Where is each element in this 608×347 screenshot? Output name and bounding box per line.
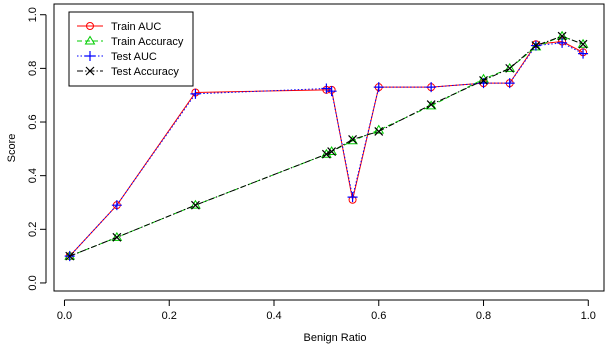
data-point-test-auc (347, 192, 358, 203)
data-point-test-accuracy (374, 126, 384, 136)
y-tick-label: 0.8 (27, 61, 39, 76)
y-tick-label: 1.0 (27, 7, 39, 22)
legend-marker-train-accuracy (84, 35, 96, 45)
data-point-test-auc (190, 88, 201, 99)
data-point-test-accuracy (348, 135, 357, 144)
data-point-test-auc (578, 48, 589, 59)
data-point-train-accuracy (504, 62, 516, 72)
data-point-test-accuracy (531, 41, 541, 50)
series-group (64, 30, 589, 262)
legend-label-test-auc: Test AUC (111, 51, 157, 63)
legend-item-train-accuracy: Train Accuracy (77, 35, 184, 48)
data-point-test-auc (426, 82, 437, 93)
legend-marker-test-accuracy (85, 66, 95, 76)
data-point-test-auc (504, 78, 515, 89)
legend-item-test-auc: Test AUC (77, 51, 157, 63)
x-axis-title: Benign Ratio (304, 332, 367, 344)
legend-marker-train-auc (86, 22, 94, 30)
x-tick-label: 1.0 (581, 310, 596, 322)
legend-label-train-auc: Train AUC (111, 21, 161, 33)
legend-item-train-auc: Train AUC (77, 21, 161, 33)
data-point-test-accuracy (578, 39, 588, 49)
plot-frame (53, 3, 605, 292)
data-point-test-auc (111, 200, 122, 211)
x-tick-label: 0.6 (371, 310, 386, 322)
y-tick-label: 0.0 (27, 275, 39, 290)
legend-marker-test-auc (85, 51, 95, 61)
legend-label-test-accuracy: Test Accuracy (111, 66, 179, 78)
data-point-train-accuracy (425, 100, 437, 110)
data-point-test-accuracy (557, 31, 567, 41)
plot-border (53, 3, 605, 292)
data-point-test-auc (557, 37, 568, 48)
data-point-test-accuracy (426, 100, 436, 110)
x-tick-label: 0.0 (57, 310, 72, 322)
legend-item-test-accuracy: Test Accuracy (77, 66, 179, 78)
data-point-train-accuracy (111, 231, 123, 241)
y-tick-label: 0.2 (27, 222, 39, 237)
data-point-test-accuracy (321, 149, 331, 159)
data-point-test-auc (373, 82, 384, 93)
axes: 0.0 0.2 0.4 0.6 0.8 1.0 0.0 0.2 0.4 0.6 0.8 1.0 (27, 7, 596, 322)
data-point-test-accuracy (327, 147, 337, 156)
data-point-train-accuracy (347, 135, 358, 145)
y-tick-label: 0.4 (27, 168, 39, 183)
data-point-test-accuracy (505, 63, 515, 73)
data-point-test-accuracy (479, 76, 488, 85)
data-point-train-accuracy (577, 38, 589, 48)
data-point-test-auc (326, 86, 337, 97)
data-point-test-accuracy (65, 251, 75, 261)
data-point-test-auc (321, 83, 332, 94)
data-point-test-accuracy (191, 200, 200, 210)
legend-box (68, 11, 194, 87)
legend-label-train-accuracy: Train Accuracy (111, 36, 184, 48)
y-tick-label: 0.6 (27, 114, 39, 129)
x-tick-label: 0.8 (476, 310, 491, 322)
data-point-test-accuracy (112, 232, 122, 242)
legend: Train AUC Train Accuracy Test AUC Test Accu… (68, 11, 194, 87)
x-tick-label: 0.4 (266, 310, 281, 322)
y-axis-title: Score (6, 134, 18, 163)
x-tick-label: 0.2 (162, 310, 177, 322)
series-test-accuracy (65, 31, 588, 261)
